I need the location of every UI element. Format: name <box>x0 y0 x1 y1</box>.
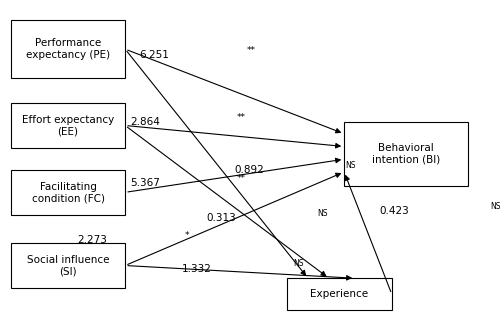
FancyBboxPatch shape <box>11 21 125 78</box>
Text: **: ** <box>237 113 246 122</box>
Text: Social influence
(SI): Social influence (SI) <box>27 255 110 276</box>
Text: 1.332: 1.332 <box>182 264 212 274</box>
Text: Experience: Experience <box>310 289 368 299</box>
FancyBboxPatch shape <box>11 103 125 148</box>
Text: 6.251: 6.251 <box>140 50 170 60</box>
FancyBboxPatch shape <box>11 170 125 215</box>
Text: Effort expectancy
(EE): Effort expectancy (EE) <box>22 115 114 136</box>
Text: 2.273: 2.273 <box>78 235 108 245</box>
Text: NS: NS <box>317 209 328 218</box>
Text: **: ** <box>246 46 256 55</box>
Text: **: ** <box>237 174 246 183</box>
Text: 2.864: 2.864 <box>130 117 160 127</box>
Text: Performance
expectancy (PE): Performance expectancy (PE) <box>26 38 110 60</box>
FancyBboxPatch shape <box>287 278 392 310</box>
FancyBboxPatch shape <box>344 122 468 186</box>
Text: 5.367: 5.367 <box>130 178 160 188</box>
Text: 0.892: 0.892 <box>234 165 264 175</box>
Text: 0.313: 0.313 <box>206 213 236 223</box>
Text: *: * <box>184 231 189 240</box>
Text: 0.423: 0.423 <box>380 206 410 216</box>
Text: NS: NS <box>293 259 304 268</box>
Text: NS: NS <box>490 202 500 211</box>
FancyBboxPatch shape <box>11 243 125 288</box>
Text: Behavioral
intention (BI): Behavioral intention (BI) <box>372 143 440 165</box>
Text: Facilitating
condition (FC): Facilitating condition (FC) <box>32 181 104 203</box>
Text: NS: NS <box>346 161 356 170</box>
